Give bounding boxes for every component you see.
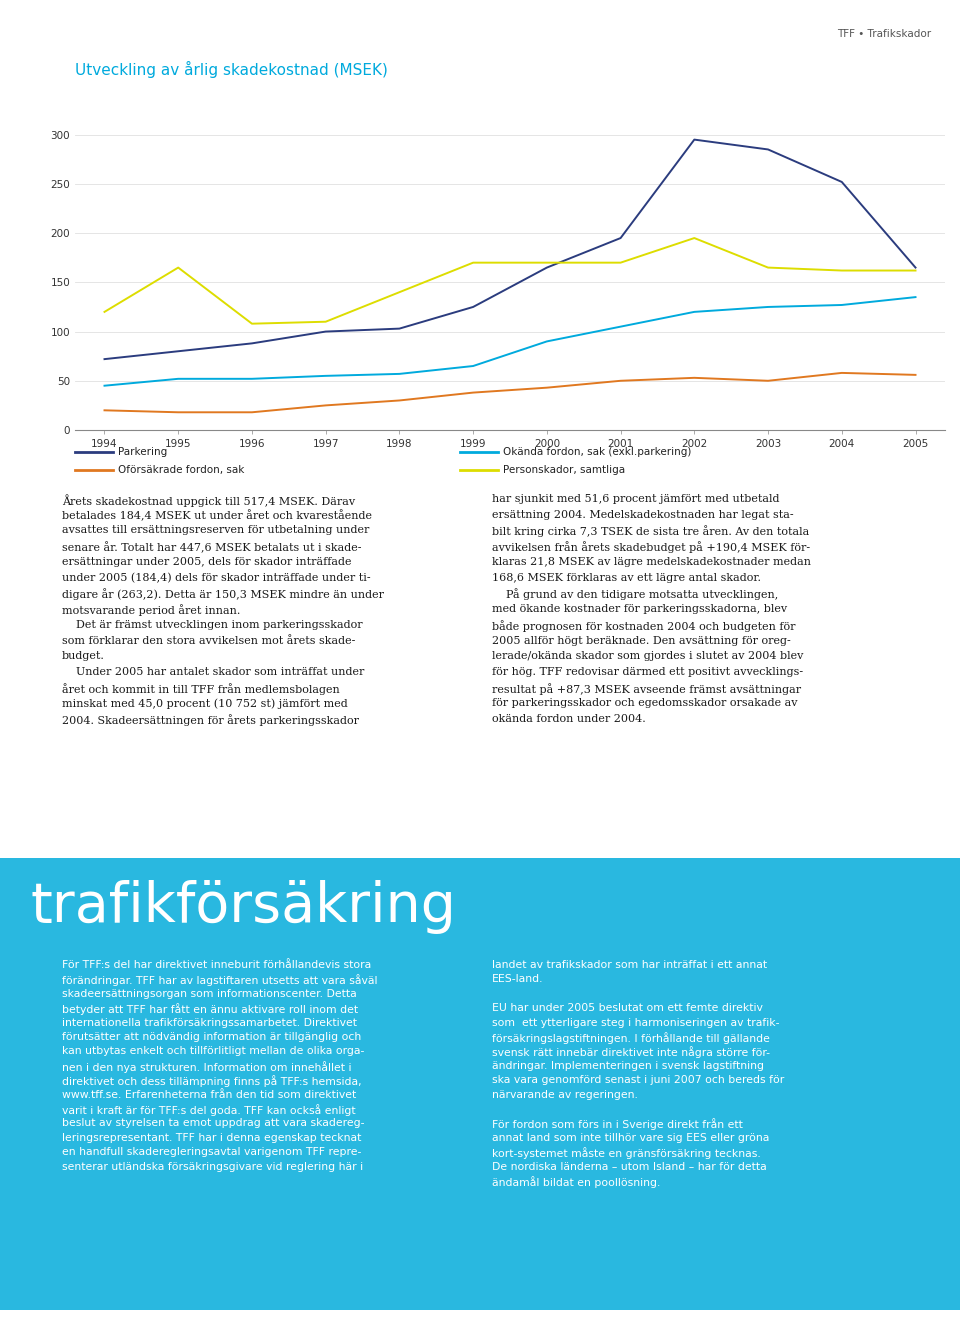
Text: ska vara genomförd senast i juni 2007 och bereds för: ska vara genomförd senast i juni 2007 oc…	[492, 1076, 784, 1085]
Text: för parkeringsskador och egedomsskador orsakade av: för parkeringsskador och egedomsskador o…	[492, 698, 798, 708]
Text: TFF • Trafikskador: TFF • Trafikskador	[837, 29, 931, 40]
Text: Personskador, samtliga: Personskador, samtliga	[503, 465, 625, 475]
Text: ändamål bildat en poollösning.: ändamål bildat en poollösning.	[492, 1176, 660, 1188]
Text: förutsätter att nödvändig information är tillgänglig och: förutsätter att nödvändig information är…	[62, 1032, 361, 1042]
Text: okända fordon under 2004.: okända fordon under 2004.	[492, 714, 646, 724]
Text: en handfull skaderegleringsavtal varigenom TFF repre-: en handfull skaderegleringsavtal varigen…	[62, 1148, 361, 1157]
Text: avvikelsen från årets skadebudget på +190,4 MSEK för-: avvikelsen från årets skadebudget på +19…	[492, 541, 810, 553]
Text: trafikförsäkring: trafikförsäkring	[31, 880, 457, 934]
Text: Oförsäkrade fordon, sak: Oförsäkrade fordon, sak	[118, 465, 245, 475]
Text: minskat med 45,0 procent (10 752 st) jämfört med: minskat med 45,0 procent (10 752 st) jäm…	[62, 698, 348, 709]
Text: digare år (263,2). Detta är 150,3 MSEK mindre än under: digare år (263,2). Detta är 150,3 MSEK m…	[62, 588, 384, 600]
Text: Årets skadekostnad uppgick till 517,4 MSEK. Därav: Årets skadekostnad uppgick till 517,4 MS…	[62, 495, 355, 507]
Text: ersättningar under 2005, dels för skador inträffade: ersättningar under 2005, dels för skador…	[62, 557, 351, 567]
Text: EU har under 2005 beslutat om ett femte direktiv: EU har under 2005 beslutat om ett femte …	[492, 1004, 763, 1013]
Text: klaras 21,8 MSEK av lägre medelskadekostnader medan: klaras 21,8 MSEK av lägre medelskadekost…	[492, 557, 811, 567]
Text: 168,6 MSEK förklaras av ett lägre antal skador.: 168,6 MSEK förklaras av ett lägre antal …	[492, 573, 761, 583]
Text: skadeersättningsorgan som informationscenter. Detta: skadeersättningsorgan som informationsce…	[62, 989, 357, 998]
Text: För fordon som förs in i Sverige direkt från ett: För fordon som förs in i Sverige direkt …	[492, 1118, 743, 1130]
Text: ändringar. Implementeringen i svensk lagstiftning: ändringar. Implementeringen i svensk lag…	[492, 1061, 764, 1070]
Text: året och kommit in till TFF från medlemsbolagen: året och kommit in till TFF från medlems…	[62, 682, 340, 694]
Text: beslut av styrelsen ta emot uppdrag att vara skadereg-: beslut av styrelsen ta emot uppdrag att …	[62, 1118, 365, 1128]
Text: lerade/okända skador som gjordes i slutet av 2004 blev: lerade/okända skador som gjordes i slute…	[492, 652, 804, 661]
Text: direktivet och dess tillämpning finns på TFF:s hemsida,: direktivet och dess tillämpning finns på…	[62, 1076, 362, 1088]
Text: Under 2005 har antalet skador som inträffat under: Under 2005 har antalet skador som inträf…	[62, 666, 365, 677]
Text: För TFF:s del har direktivet inneburit förhållandevis stora: För TFF:s del har direktivet inneburit f…	[62, 960, 372, 970]
Text: avsattes till ersättningsreserven för utbetalning under: avsattes till ersättningsreserven för ut…	[62, 525, 370, 536]
Text: Okända fordon, sak (exkl.parkering): Okända fordon, sak (exkl.parkering)	[503, 447, 691, 457]
Text: Det är främst utvecklingen inom parkeringsskador: Det är främst utvecklingen inom parkerin…	[62, 620, 363, 629]
Text: betyder att TFF har fått en ännu aktivare roll inom det: betyder att TFF har fått en ännu aktivar…	[62, 1004, 358, 1016]
Text: förändringar. TFF har av lagstiftaren utsetts att vara såväl: förändringar. TFF har av lagstiftaren ut…	[62, 974, 377, 986]
Text: EES-land.: EES-land.	[492, 974, 543, 984]
Text: svensk rätt innebär direktivet inte några större för-: svensk rätt innebär direktivet inte någr…	[492, 1046, 770, 1058]
Text: 2005 allför högt beräknade. Den avsättning för oreg-: 2005 allför högt beräknade. Den avsättni…	[492, 636, 791, 645]
Text: under 2005 (184,4) dels för skador inträffade under ti-: under 2005 (184,4) dels för skador inträ…	[62, 573, 371, 583]
Text: senterar utländska försäkringsgivare vid reglering här i: senterar utländska försäkringsgivare vid…	[62, 1161, 363, 1172]
Text: nen i den nya strukturen. Information om innehållet i: nen i den nya strukturen. Information om…	[62, 1061, 351, 1073]
Text: annat land som inte tillhör vare sig EES eller gröna: annat land som inte tillhör vare sig EES…	[492, 1133, 769, 1142]
Text: varit i kraft är för TFF:s del goda. TFF kan också enligt: varit i kraft är för TFF:s del goda. TFF…	[62, 1104, 355, 1116]
Text: Parkering: Parkering	[118, 447, 167, 457]
Text: närvarande av regeringen.: närvarande av regeringen.	[492, 1089, 637, 1100]
Text: 7: 7	[924, 1310, 931, 1320]
Text: kan utbytas enkelt och tillförlitligt mellan de olika orga-: kan utbytas enkelt och tillförlitligt me…	[62, 1046, 365, 1056]
Text: www.tff.se. Erfarenheterna från den tid som direktivet: www.tff.se. Erfarenheterna från den tid …	[62, 1089, 356, 1100]
Text: motsvarande period året innan.: motsvarande period året innan.	[62, 604, 240, 616]
Text: De nordiska länderna – utom Island – har för detta: De nordiska länderna – utom Island – har…	[492, 1161, 767, 1172]
Text: som  ett ytterligare steg i harmoniseringen av trafik-: som ett ytterligare steg i harmonisering…	[492, 1017, 780, 1028]
Text: resultat på +87,3 MSEK avseende främst avsättningar: resultat på +87,3 MSEK avseende främst a…	[492, 682, 802, 694]
Text: internationella trafikförsäkringssamarbetet. Direktivet: internationella trafikförsäkringssamarbe…	[62, 1017, 357, 1028]
Text: ersättning 2004. Medelskadekostnaden har legat sta-: ersättning 2004. Medelskadekostnaden har…	[492, 509, 794, 520]
Text: som förklarar den stora avvikelsen mot årets skade-: som förklarar den stora avvikelsen mot å…	[62, 636, 355, 645]
Text: kort-systemet måste en gränsförsäkring tecknas.: kort-systemet måste en gränsförsäkring t…	[492, 1148, 760, 1160]
Text: budget.: budget.	[62, 652, 105, 661]
Text: På grund av den tidigare motsatta utvecklingen,: På grund av den tidigare motsatta utveck…	[492, 588, 779, 600]
Text: Utveckling av årlig skadekostnad (MSEK): Utveckling av årlig skadekostnad (MSEK)	[75, 61, 388, 79]
Text: för hög. TFF redovisar därmed ett positivt avvecklings-: för hög. TFF redovisar därmed ett positi…	[492, 666, 804, 677]
Text: försäkringslagstiftningen. I förhållande till gällande: försäkringslagstiftningen. I förhållande…	[492, 1032, 770, 1044]
Text: både prognosen för kostnaden 2004 och budgeten för: både prognosen för kostnaden 2004 och bu…	[492, 620, 796, 632]
Text: med ökande kostnader för parkeringsskadorna, blev: med ökande kostnader för parkeringsskado…	[492, 604, 787, 615]
Text: betalades 184,4 MSEK ut under året och kvarestående: betalades 184,4 MSEK ut under året och k…	[62, 509, 372, 521]
Text: har sjunkit med 51,6 procent jämfört med utbetald: har sjunkit med 51,6 procent jämfört med…	[492, 495, 780, 504]
Text: bilt kring cirka 7,3 TSEK de sista tre åren. Av den totala: bilt kring cirka 7,3 TSEK de sista tre å…	[492, 525, 809, 537]
Text: leringsrepresentant. TFF har i denna egenskap tecknat: leringsrepresentant. TFF har i denna ege…	[62, 1133, 361, 1142]
Text: senare år. Totalt har 447,6 MSEK betalats ut i skade-: senare år. Totalt har 447,6 MSEK betalat…	[62, 541, 362, 553]
Text: 2004. Skadeersättningen för årets parkeringsskador: 2004. Skadeersättningen för årets parker…	[62, 714, 359, 726]
Text: landet av trafikskador som har inträffat i ett annat: landet av trafikskador som har inträffat…	[492, 960, 767, 970]
